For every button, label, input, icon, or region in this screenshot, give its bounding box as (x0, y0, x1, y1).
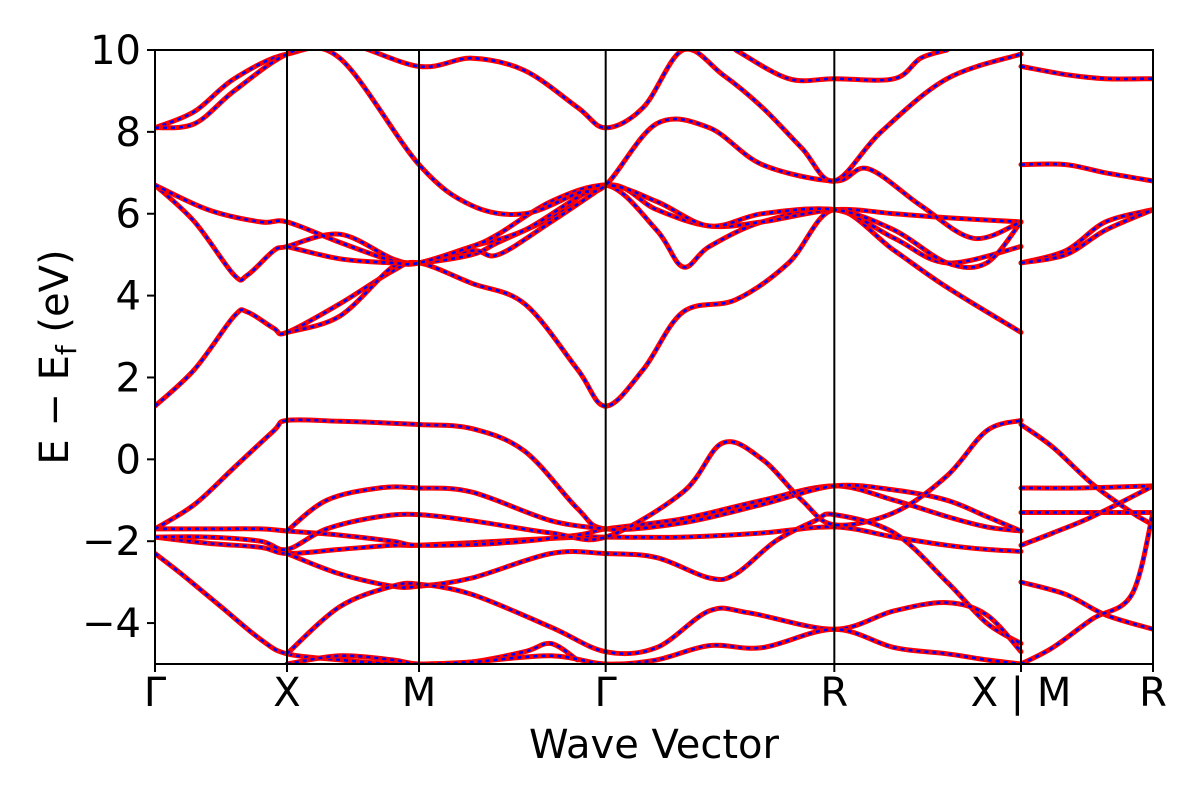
x-tick-label: M (402, 670, 437, 716)
y-axis-title: E − Ef (eV) (32, 249, 83, 464)
y-tick-label: 4 (116, 274, 141, 320)
band-line-blue (286, 581, 1022, 655)
band-line-blue (1020, 208, 1153, 265)
x-tick-label: R (1139, 670, 1167, 716)
y-tick-label: −4 (82, 601, 141, 647)
band-line-red (155, 483, 1024, 548)
x-tick-label: X | M (971, 670, 1072, 716)
band-line-blue (1020, 484, 1153, 547)
band-line-blue (1020, 423, 1153, 526)
band-lines (155, 50, 1153, 664)
y-tick-label: 6 (116, 192, 141, 238)
band-line-red (733, 50, 950, 84)
band-line-blue (1020, 65, 1153, 81)
x-tick-label: X (273, 670, 300, 716)
band-line-blue (286, 183, 1022, 269)
x-tick-label: Γ (144, 670, 167, 716)
band-line-red (284, 626, 1024, 664)
x-tick-label: Γ (595, 670, 618, 716)
band-line-blue (735, 50, 948, 83)
band-line-blue (155, 50, 1022, 240)
y-axis-ticks: −4 −2 0 2 4 6 8 10 (82, 28, 155, 647)
band-line-blue (155, 208, 1022, 408)
band-line-blue (155, 50, 1022, 183)
band-line-blue (1020, 208, 1153, 265)
band-line-red (1018, 422, 1153, 528)
band-line-blue (155, 183, 1022, 266)
band-line-red (1018, 579, 1153, 632)
band-line-blue (1020, 484, 1153, 490)
x-axis-ticks: Γ X M Γ R X | M R (144, 664, 1167, 716)
x-axis-title: Wave Vector (529, 722, 780, 768)
x-tick-label: R (820, 670, 848, 716)
band-line-blue (286, 512, 1022, 645)
y-tick-label: −2 (82, 519, 141, 565)
band-line-red (284, 511, 1024, 646)
y-tick-label: 10 (90, 28, 141, 74)
band-line-red (155, 50, 1024, 184)
y-tick-label: 2 (116, 355, 141, 401)
y-tick-label: 0 (116, 437, 141, 483)
band-line-red (284, 580, 1024, 657)
band-line-blue (1020, 512, 1153, 664)
band-line-blue (155, 419, 1022, 551)
plot-frame (154, 49, 1154, 665)
band-line-blue (1020, 162, 1153, 183)
high-symmetry-lines (286, 50, 1022, 664)
band-line-blue (155, 552, 579, 664)
band-line-blue (155, 418, 1022, 533)
y-tick-label: 8 (116, 110, 141, 156)
band-line-red (155, 50, 1024, 241)
band-line-blue (286, 184, 607, 334)
